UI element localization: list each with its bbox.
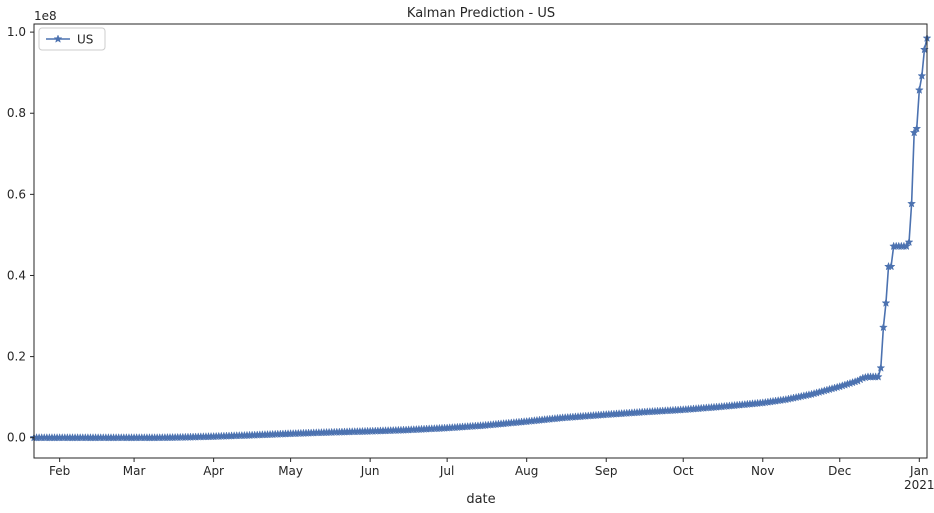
- x-tick-label: May: [278, 464, 303, 478]
- series-line-us: [34, 38, 928, 439]
- x-tick-label: Aug: [515, 464, 538, 478]
- x-tick-label: Dec: [828, 464, 851, 478]
- data-point-marker: [886, 261, 896, 271]
- x-tick-label: Mar: [123, 464, 146, 478]
- data-point-marker: [912, 123, 922, 133]
- data-point-marker: [902, 241, 911, 251]
- x-tick-label: Jun: [360, 464, 380, 478]
- y-axis-ticks: 0.0 0.2 0.4 0.6 0.8 1.0: [7, 25, 34, 445]
- y-axis-offset-label: 1e8: [34, 9, 57, 23]
- data-point-marker: [909, 127, 919, 137]
- data-point-marker: [917, 71, 927, 80]
- y-tick-label: 1.0: [7, 25, 26, 39]
- plot-frame: [33, 23, 928, 459]
- x-axis-ticks: Feb Mar Apr May Jun Jul Aug Sep Oct Nov Dec Jan 2021: [49, 458, 934, 492]
- y-tick-label: 0.8: [7, 106, 26, 120]
- data-point-marker: [904, 237, 914, 247]
- data-point-marker: [914, 85, 924, 94]
- x-tick-label: Jan 2021: [904, 464, 934, 492]
- legend: US: [38, 27, 106, 51]
- x-tick-label: Jul: [439, 464, 454, 478]
- data-point-marker: [876, 363, 886, 372]
- y-tick-label: 0.6: [7, 187, 26, 201]
- x-tick-label: Apr: [203, 464, 224, 478]
- y-tick-label: 0.2: [7, 350, 26, 364]
- x-tick-label: Feb: [49, 464, 70, 478]
- plot-area: [29, 33, 932, 442]
- legend-box: [38, 27, 106, 51]
- data-point-marker: [907, 198, 917, 208]
- x-axis-label: date: [466, 492, 495, 507]
- x-tick-label: Sep: [595, 464, 618, 478]
- data-point-marker: [878, 322, 888, 332]
- y-tick-label: 0.0: [7, 431, 26, 445]
- chart-title: Kalman Prediction - US: [407, 6, 555, 21]
- y-tick-label: 0.4: [7, 268, 26, 282]
- legend-label: US: [77, 33, 93, 47]
- x-tick-label: Oct: [673, 464, 694, 478]
- data-point-marker: [881, 298, 891, 307]
- data-point-marker: [873, 372, 883, 381]
- legend-marker-swatch: [53, 34, 63, 43]
- x-tick-label: Nov: [751, 464, 774, 478]
